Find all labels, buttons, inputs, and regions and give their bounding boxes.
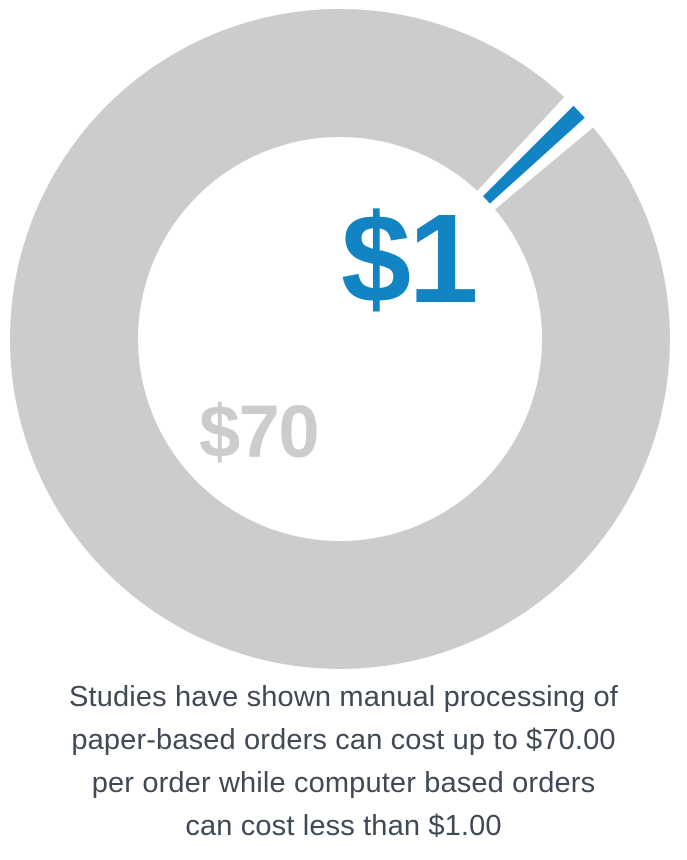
- caption-block: Studies have shown manual processing of …: [0, 676, 687, 848]
- donut-slice-computer[interactable]: [482, 105, 585, 204]
- caption-line-2: paper-based orders can cost up to $70.00: [71, 724, 616, 756]
- caption-line-1: Studies have shown manual processing of: [69, 681, 618, 713]
- donut-slice-manual[interactable]: [9, 8, 670, 669]
- caption-line-4: can cost less than $1.00: [185, 810, 502, 842]
- manual-cost-label: $70: [199, 390, 320, 473]
- caption-line-3: per order while computer based orders: [91, 767, 596, 799]
- donut-chart-svg: [9, 8, 670, 669]
- donut-chart: $1 $70: [9, 8, 670, 669]
- computer-cost-label: $1: [341, 188, 479, 329]
